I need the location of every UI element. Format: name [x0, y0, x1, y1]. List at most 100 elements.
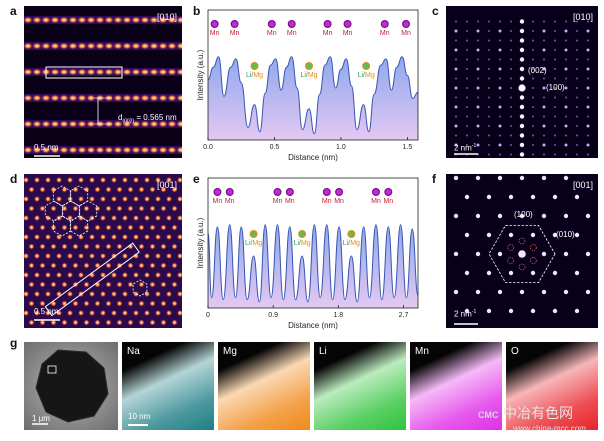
atom-spot [116, 281, 123, 288]
atom-spot [105, 300, 112, 307]
mn-marker [225, 188, 234, 197]
diffraction-spot [476, 105, 480, 109]
atom-spot [122, 120, 132, 128]
mn-marker [322, 188, 331, 197]
diffraction-spot [488, 30, 490, 32]
li-mg-annotation: Li/Mg [300, 72, 317, 79]
atom-spot [86, 146, 96, 154]
zone-axis-label-c: [010] [572, 12, 593, 22]
atom-spot [171, 281, 178, 288]
atom-spot [167, 146, 177, 154]
atom-spot [95, 42, 105, 50]
diffraction-spot [564, 143, 568, 147]
diffraction-spot [563, 289, 569, 295]
x-tick-label: 1.8 [333, 312, 343, 319]
diffraction-spot [466, 87, 468, 89]
atom-spot [77, 94, 87, 102]
atom-spot [110, 195, 118, 203]
atom-spot [132, 271, 140, 279]
atom-spot [158, 42, 168, 50]
atom-spot [116, 224, 123, 231]
atom-spot [41, 120, 51, 128]
atom-spot [158, 120, 168, 128]
atomic-rows-a [24, 16, 182, 157]
atom-spot [99, 271, 107, 279]
x-tick-label: 0 [206, 312, 210, 319]
atom-spot [33, 271, 41, 279]
diffraction-spot [510, 153, 512, 156]
diffraction-spot [466, 20, 468, 23]
li-mg-marker [362, 61, 371, 70]
diffraction-spot [519, 76, 525, 81]
atom-spot [113, 94, 123, 102]
atom-spot [72, 224, 79, 231]
atom-spot [55, 252, 63, 260]
diffraction-spot [585, 289, 591, 295]
atom-spot [95, 68, 105, 76]
diffraction-spot [574, 232, 580, 238]
eds-map-label: Li [319, 346, 327, 357]
atom-spot [158, 146, 168, 154]
diffraction-spot [510, 106, 512, 108]
atom-spot [86, 68, 96, 76]
hexagon-guide [78, 200, 98, 222]
superlattice-spot-marker [507, 244, 515, 251]
x-tick-label: 0.0 [203, 144, 213, 151]
atom-spot [127, 281, 134, 288]
diffraction-spot [543, 96, 545, 99]
atom-spot [68, 16, 78, 24]
diffraction-spot [587, 134, 589, 137]
diffraction-spot [477, 115, 479, 118]
diffraction-spot [586, 86, 590, 90]
atom-spot [95, 16, 105, 24]
li-mg-marker [249, 229, 258, 238]
atom-spot [171, 319, 178, 326]
y-axis-label: Intensity (a.u.) [196, 217, 205, 268]
atom-spot [41, 94, 51, 102]
atom-spot [44, 271, 52, 279]
diffraction-spot [477, 96, 479, 99]
atom-spot [33, 309, 41, 317]
atom-spot [50, 146, 60, 154]
atom-spot [154, 252, 162, 260]
atom-spot [140, 42, 150, 50]
atom-spot [165, 214, 173, 222]
hexagon-guide [52, 215, 72, 237]
diffraction-spot [499, 58, 501, 61]
atom-spot [39, 243, 46, 250]
atom-spot [110, 176, 118, 184]
spot-label-100-f: (100) [514, 210, 533, 219]
atom-spot [104, 146, 114, 154]
atom-spot [131, 146, 141, 154]
mn-annotation: Mn [322, 198, 332, 205]
diffraction-spot [519, 38, 525, 43]
diffraction-spot [498, 48, 502, 52]
haadf-image-d: [001] 0.5 nm [24, 174, 182, 328]
scale-bar-label-tem: 1 μm [32, 414, 50, 423]
atom-spot [176, 176, 182, 184]
atom-spot [127, 205, 134, 212]
diffraction-spot [488, 58, 490, 61]
diffraction-spot [554, 106, 556, 108]
atom-spot [59, 42, 69, 50]
atom-spot [140, 120, 150, 128]
diffraction-spot [519, 213, 525, 219]
diffraction-spot [587, 153, 589, 156]
atom-spot [176, 214, 182, 222]
diffraction-spot [554, 49, 556, 51]
atom-spot [28, 319, 35, 326]
diffraction-spot [499, 115, 501, 118]
diffraction-spot [488, 20, 490, 23]
superlattice-spot-marker [518, 263, 526, 271]
mn-marker [210, 20, 219, 29]
diffraction-spot [554, 144, 556, 146]
diffraction-spot [530, 270, 536, 276]
atom-spot [24, 290, 30, 298]
atom-spot [131, 94, 141, 102]
diffraction-spot [476, 67, 480, 71]
atom-spot [127, 262, 134, 269]
diffraction-spot [499, 96, 501, 99]
li-mg-marker [298, 229, 307, 238]
atom-spot [44, 214, 52, 222]
mn-marker [384, 188, 393, 197]
